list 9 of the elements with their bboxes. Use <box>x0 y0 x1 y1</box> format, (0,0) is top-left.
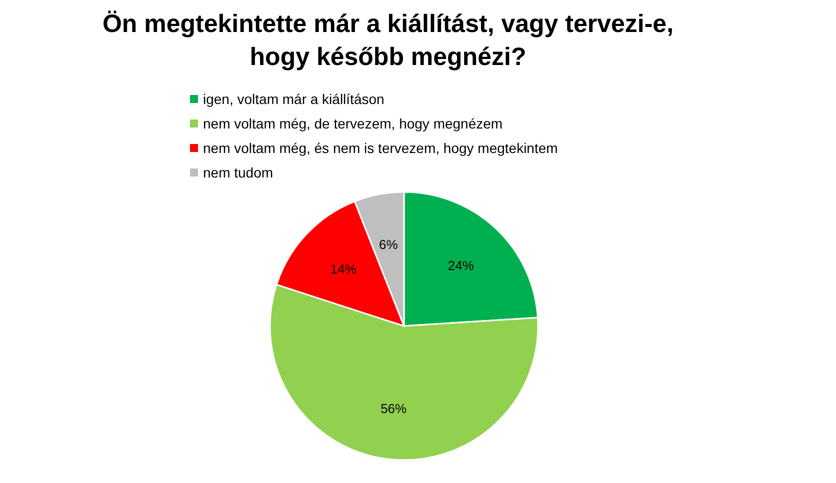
legend-label: nem voltam még, de tervezem, hogy megnézem <box>203 116 503 132</box>
data-label: 14% <box>330 262 357 277</box>
data-label: 24% <box>448 258 474 273</box>
legend-label: nem tudom <box>203 164 274 180</box>
legend-label: nem voltam még, és nem is tervezem, hogy megtekintem <box>203 140 558 156</box>
chart-title: Ön megtekintette már a kiállítást, vagy tervezi-e, hogy később megnézi? <box>102 10 674 71</box>
data-label: 6% <box>379 236 398 252</box>
data-label: 56% <box>380 400 408 416</box>
legend-label: igen, voltam már a kiállításon <box>203 91 384 107</box>
